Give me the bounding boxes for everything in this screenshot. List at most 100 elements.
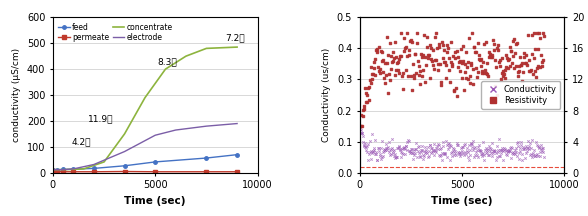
Point — [483, 75, 493, 78]
Point — [447, 155, 457, 158]
Point — [506, 149, 515, 153]
Point — [417, 74, 426, 78]
Point — [427, 47, 436, 50]
X-axis label: Time (sec): Time (sec) — [125, 196, 186, 206]
Point — [392, 61, 402, 65]
Point — [511, 151, 520, 154]
concentrate — [59, 168, 66, 171]
Point — [366, 157, 375, 160]
Point — [449, 88, 459, 92]
Point — [360, 146, 370, 149]
Point — [423, 145, 433, 149]
Point — [363, 93, 372, 97]
Point — [533, 47, 543, 51]
Point — [497, 151, 506, 155]
Point — [400, 152, 410, 156]
Point — [400, 46, 410, 50]
Point — [364, 159, 373, 162]
Point — [517, 141, 526, 144]
Point — [358, 114, 368, 118]
Point — [363, 86, 373, 89]
Point — [410, 147, 420, 151]
Point — [532, 76, 541, 79]
Point — [377, 59, 386, 63]
Point — [421, 63, 430, 67]
Point — [432, 144, 442, 148]
Point — [395, 148, 405, 151]
Point — [431, 146, 440, 149]
Point — [392, 68, 401, 72]
Point — [537, 64, 546, 68]
Point — [475, 148, 484, 152]
Point — [443, 148, 452, 151]
Point — [487, 141, 496, 145]
Point — [441, 76, 450, 79]
Point — [475, 149, 485, 152]
Point — [377, 140, 386, 143]
Point — [453, 65, 463, 69]
Point — [502, 54, 511, 57]
Point — [368, 72, 377, 76]
Point — [477, 152, 487, 156]
Point — [456, 70, 465, 73]
Point — [466, 81, 475, 84]
Legend: feed, permeate, concentrate, electrode: feed, permeate, concentrate, electrode — [56, 21, 175, 44]
Point — [399, 147, 408, 150]
Point — [380, 149, 389, 152]
Point — [472, 75, 482, 79]
Point — [507, 151, 517, 155]
Point — [468, 148, 477, 151]
Point — [395, 148, 405, 151]
Point — [385, 72, 394, 76]
Point — [443, 43, 452, 47]
Line: concentrate: concentrate — [53, 47, 237, 170]
Point — [415, 144, 424, 148]
Point — [415, 64, 424, 68]
Point — [436, 146, 446, 150]
Point — [449, 148, 459, 151]
electrode — [203, 125, 210, 127]
Point — [536, 53, 546, 57]
Point — [463, 150, 473, 154]
Point — [370, 138, 380, 142]
Point — [403, 75, 413, 78]
Point — [512, 142, 522, 145]
Point — [383, 92, 393, 95]
Point — [458, 145, 467, 148]
Point — [427, 150, 437, 154]
Point — [484, 144, 493, 147]
Point — [471, 66, 480, 70]
feed — [70, 168, 77, 170]
Point — [482, 150, 491, 153]
Point — [532, 153, 541, 157]
Point — [409, 73, 418, 76]
Point — [529, 151, 538, 154]
Point — [363, 142, 373, 146]
electrode — [59, 168, 66, 171]
Point — [533, 144, 543, 148]
Text: 11.9배: 11.9배 — [88, 114, 113, 123]
Point — [463, 155, 472, 159]
Point — [524, 58, 533, 62]
Point — [423, 155, 432, 159]
Point — [505, 149, 514, 152]
Point — [456, 154, 465, 158]
Point — [422, 45, 432, 49]
Point — [526, 152, 536, 156]
Point — [368, 151, 377, 155]
Point — [438, 145, 447, 148]
Point — [522, 85, 532, 88]
Point — [529, 149, 539, 152]
Point — [460, 62, 469, 65]
Point — [485, 146, 495, 149]
Point — [477, 153, 486, 156]
Point — [472, 154, 482, 157]
Point — [382, 61, 391, 65]
Point — [365, 151, 375, 154]
Point — [445, 80, 455, 84]
Point — [459, 59, 468, 62]
Point — [382, 146, 391, 149]
Point — [491, 84, 500, 88]
Point — [533, 154, 542, 157]
Point — [449, 89, 458, 92]
